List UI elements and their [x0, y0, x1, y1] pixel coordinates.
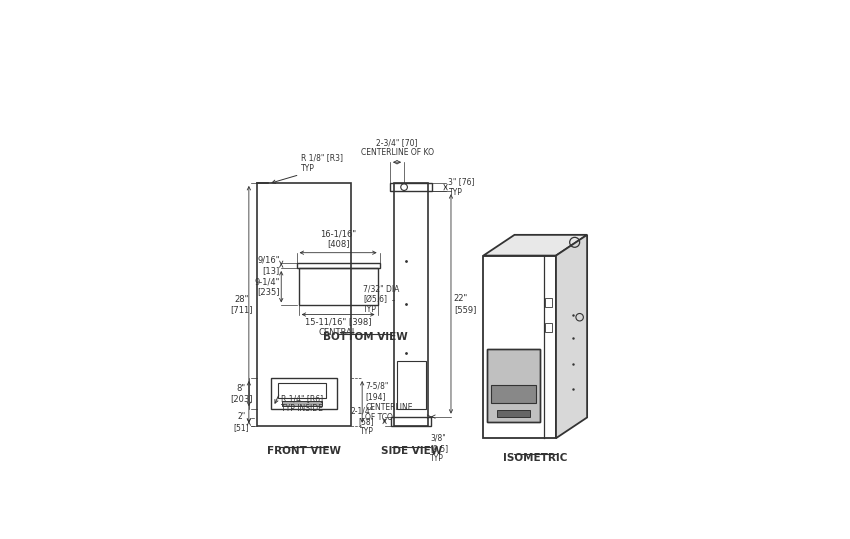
Text: ISOMETRIC: ISOMETRIC [503, 453, 568, 463]
Bar [487, 349, 541, 421]
Text: 9/16"
[13]: 9/16" [13] [258, 256, 280, 275]
Text: 15-11/16" [398]
CENTRAL: 15-11/16" [398] CENTRAL [305, 317, 371, 337]
Bar [397, 362, 426, 409]
Bar [545, 323, 552, 332]
Bar [278, 383, 326, 398]
Polygon shape [484, 235, 587, 255]
Bar [484, 255, 556, 438]
Bar [487, 349, 541, 421]
Text: 28"
[711]: 28" [711] [230, 295, 252, 314]
Text: SIDE VIEW: SIDE VIEW [381, 446, 442, 455]
Text: 2-3/4" [70]
CENTERLINE OF KO: 2-3/4" [70] CENTERLINE OF KO [360, 138, 434, 157]
Bar [298, 268, 377, 306]
Bar [394, 183, 428, 426]
Bar [391, 417, 432, 426]
Text: 22"
[559]: 22" [559] [454, 294, 476, 314]
Text: 8"
[203]: 8" [203] [230, 384, 252, 403]
Bar [545, 298, 552, 307]
Bar [282, 401, 322, 406]
Text: 3" [76]
TYP: 3" [76] TYP [449, 177, 475, 197]
Text: BOTTOM VIEW: BOTTOM VIEW [323, 333, 407, 342]
Text: 2-1/4"
[58]
TYP: 2-1/4" [58] TYP [351, 406, 374, 436]
Text: 3/8"
[9.5]
TYP: 3/8" [9.5] TYP [430, 433, 448, 463]
Polygon shape [556, 235, 587, 438]
Text: 7/32" DIA
[Ø5.6]
TYP: 7/32" DIA [Ø5.6] TYP [363, 285, 400, 314]
Text: 7-5/8"
[194]
CENTERLINE
OF TCO: 7-5/8" [194] CENTERLINE OF TCO [366, 382, 413, 422]
Text: R 1/8" [R3]
TYP: R 1/8" [R3] TYP [301, 153, 343, 172]
Bar [271, 378, 337, 409]
Bar [390, 183, 433, 191]
Text: 9-1/4"
[235]: 9-1/4" [235] [255, 277, 280, 296]
Bar [258, 183, 350, 426]
Bar [490, 385, 536, 403]
Text: 16-1/16"
[408]: 16-1/16" [408] [320, 229, 356, 248]
Text: 2"
[51]: 2" [51] [234, 412, 249, 432]
Text: R 1/4" [R6]
TYP INSIDE: R 1/4" [R6] TYP INSIDE [280, 394, 323, 413]
Bar [297, 263, 380, 268]
Text: FRONT VIEW: FRONT VIEW [267, 446, 341, 455]
Bar [497, 410, 530, 417]
